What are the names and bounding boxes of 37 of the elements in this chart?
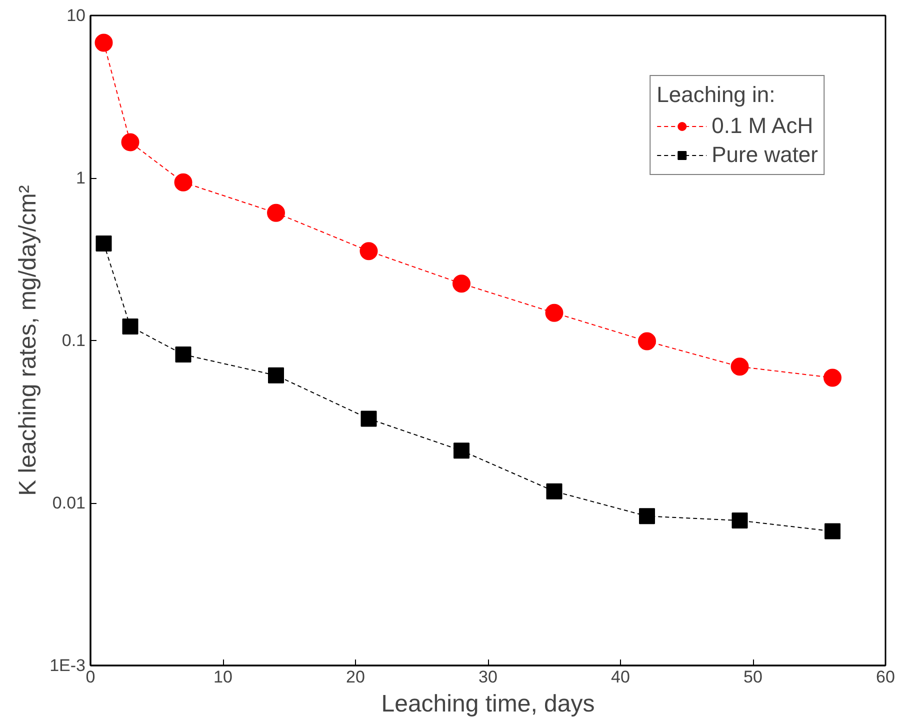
x-tick-label: 50 <box>744 668 762 686</box>
x-tick-label: 0 <box>86 668 96 686</box>
point <box>94 34 113 52</box>
y-tick-label: 0.01 <box>52 494 86 512</box>
y-tick-label: 1E-3 <box>50 656 86 675</box>
point <box>121 133 140 152</box>
x-tick-label: 30 <box>478 668 498 686</box>
point <box>730 358 749 376</box>
point <box>360 242 378 260</box>
point <box>452 274 470 293</box>
point <box>96 236 112 252</box>
legend-label: 0.1 M AcH <box>712 113 814 139</box>
y-tick-label: 0.1 <box>62 331 86 350</box>
point <box>545 304 564 322</box>
point <box>122 318 138 334</box>
point <box>732 512 748 529</box>
point <box>824 523 840 540</box>
x-tick-label: 20 <box>346 668 365 686</box>
y-axis-title: K leaching rates, mg/day/cm² <box>14 185 42 496</box>
legend-label: Pure water <box>712 142 818 168</box>
x-tick-label: 60 <box>876 668 895 686</box>
point <box>360 410 377 427</box>
point <box>268 367 284 384</box>
x-axis-title: Leaching time, days <box>381 690 595 718</box>
point <box>174 173 192 192</box>
point <box>824 368 842 387</box>
y-tick-label: 10 <box>66 6 86 25</box>
point <box>639 508 655 524</box>
point <box>638 332 656 350</box>
legend-title: Leaching in: <box>656 82 776 108</box>
point <box>267 204 285 222</box>
point <box>175 346 192 363</box>
point <box>546 483 562 500</box>
y-tick-label: 1 <box>76 168 86 188</box>
x-tick-label: 10 <box>214 668 232 686</box>
point <box>454 442 470 459</box>
x-tick-label: 40 <box>611 668 630 686</box>
